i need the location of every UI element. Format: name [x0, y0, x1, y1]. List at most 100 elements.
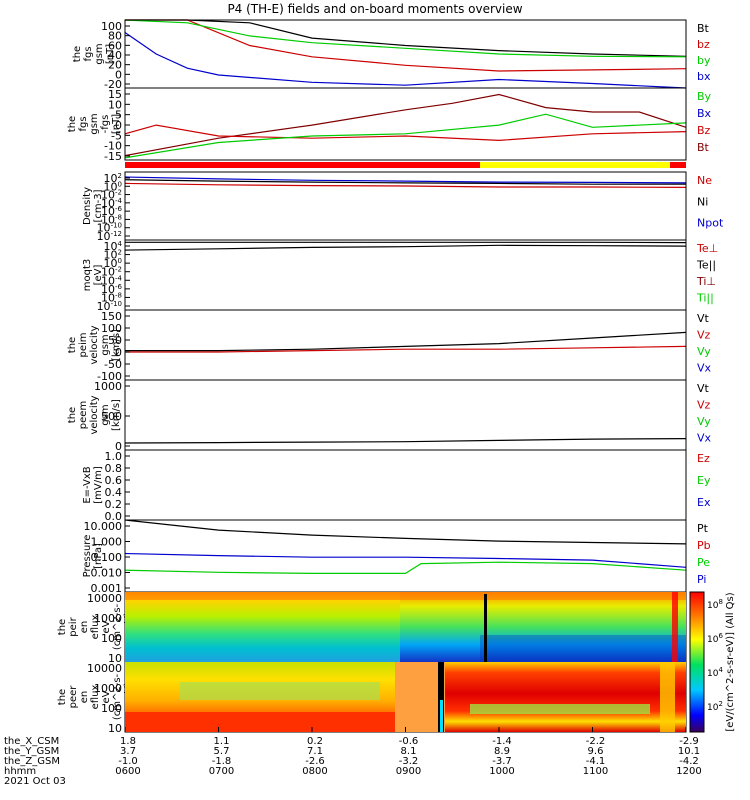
- legend-pe: Pe: [697, 556, 710, 569]
- legend-bx: Bx: [697, 107, 712, 120]
- x-tick-label: 9.6: [588, 746, 604, 757]
- panel-frame: [124, 87, 687, 161]
- y-axis-label: velocity: [89, 325, 100, 364]
- y-axis-label: [km/s]: [111, 399, 122, 431]
- panel-frame: [124, 309, 687, 381]
- y-axis-label: E=-VxB: [82, 466, 93, 503]
- ion-spectrogram: [125, 592, 686, 662]
- x-tick-label: 1000: [489, 766, 514, 777]
- x-tick-label: -1.8: [212, 756, 232, 767]
- y-axis-label: peem: [78, 401, 89, 429]
- y-axis-label: moqt3: [82, 259, 93, 292]
- legend-bx: bx: [697, 70, 711, 83]
- legend-vy: Vy: [697, 415, 711, 428]
- legend-vt: Vt: [697, 312, 710, 325]
- y-tick-label: 0.010: [91, 567, 123, 580]
- legend-vz: Vz: [697, 329, 711, 342]
- x-tick-label: 3.7: [120, 746, 136, 757]
- series-by-line: [124, 19, 687, 58]
- y-tick-label: 0.6: [105, 474, 123, 487]
- y-tick-label: 0.001: [91, 582, 123, 595]
- y-axis-label: the: [67, 337, 78, 353]
- series-bz-fgs-line: [124, 124, 687, 142]
- y-tick-label: 0.100: [91, 551, 123, 564]
- x-axis-row-label: the_Y_GSM: [4, 746, 59, 757]
- y-axis-label: Pressure: [82, 535, 93, 578]
- x-tick-label: 8.1: [401, 746, 417, 757]
- y-axis-label: eV: [101, 690, 112, 703]
- y-tick-label: 100: [101, 20, 122, 33]
- y-tick-label: 0.0: [105, 510, 123, 523]
- series-by-fgs-line: [124, 113, 687, 159]
- x-tick-label: -3.7: [492, 756, 512, 767]
- y-axis-label: the: [72, 46, 83, 62]
- series-pe-line: [124, 561, 687, 575]
- colorbar-tick: 108: [707, 598, 723, 611]
- y-tick-label: 1.000: [91, 536, 123, 549]
- colorbar-tick: 106: [707, 632, 723, 645]
- y-tick-label: 0.8: [105, 462, 123, 475]
- electron-spectrogram: [125, 662, 686, 732]
- y-tick-label: 60: [108, 39, 122, 52]
- y-tick-label: 10.000: [84, 520, 123, 533]
- y-tick-label: 50: [108, 334, 122, 347]
- legend-ti||: Ti||: [696, 292, 714, 305]
- y-tick-label: 0: [115, 119, 122, 132]
- y-tick-label: 102: [104, 172, 122, 185]
- y-tick-label: 10: [108, 722, 122, 735]
- panel-frame: [124, 519, 687, 593]
- y-axis-label: peer: [68, 685, 79, 709]
- legend-bz: bz: [697, 38, 710, 51]
- y-axis-label: gsm: [94, 43, 105, 64]
- x-tick-label: 1.8: [120, 736, 136, 747]
- legend-vx: Vx: [697, 362, 712, 375]
- x-tick-label: -4.2: [679, 756, 699, 767]
- y-axis-label: the: [57, 689, 68, 705]
- y-axis-label: [km/s]: [111, 329, 122, 361]
- x-tick-label: 0600: [115, 766, 140, 777]
- x-tick-label: -2.6: [305, 756, 325, 767]
- y-tick-label: 1000: [94, 612, 122, 625]
- y-axis-label: [nPa]: [93, 543, 104, 569]
- series-bt-fgs-line: [124, 93, 687, 157]
- y-tick-label: 100: [101, 702, 122, 715]
- y-tick-label: 0: [115, 68, 122, 81]
- legend-npot: Npot: [697, 217, 724, 230]
- series-vt-line: [124, 438, 687, 444]
- y-tick-label: 15: [108, 88, 122, 101]
- y-tick-label: -20: [104, 78, 122, 91]
- x-tick-label: -2.9: [679, 736, 699, 747]
- y-axis-label: velocity: [89, 395, 100, 434]
- legend-te⊥: Te⊥: [696, 242, 718, 255]
- y-axis-label: gsm: [100, 334, 111, 355]
- y-axis-label: [mV/m]: [93, 466, 104, 504]
- x-axis-row-label: the_Z_GSM: [4, 756, 60, 767]
- x-tick-label: 10.1: [678, 746, 700, 757]
- y-tick-label: 10000: [87, 592, 122, 605]
- y-tick-label: 500: [101, 410, 122, 423]
- y-axis-label: peim: [78, 332, 89, 357]
- x-tick-label: 8.9: [494, 746, 510, 757]
- legend-pb: Pb: [697, 539, 711, 552]
- legend-by: by: [697, 54, 711, 67]
- y-tick-label: 10000: [87, 662, 122, 675]
- colorbar-tick: 104: [707, 666, 723, 679]
- y-axis-label: eflux: [90, 685, 101, 710]
- legend-te||: Te||: [696, 259, 716, 272]
- y-tick-label: 0.2: [105, 498, 123, 511]
- x-axis-row-label: 2021 Oct 03: [4, 776, 66, 787]
- y-axis-label: peir: [68, 616, 79, 636]
- series-vt-line: [125, 331, 687, 352]
- x-tick-label: 1.1: [214, 736, 230, 747]
- series-ne-line: [124, 182, 687, 188]
- y-axis-label: en: [79, 691, 90, 704]
- y-axis-label: [eV]: [93, 265, 104, 286]
- y-tick-label: 150: [101, 310, 122, 323]
- x-tick-label: 0700: [209, 766, 234, 777]
- y-tick-label: 100: [104, 257, 122, 270]
- y-tick-label: 0: [115, 346, 122, 359]
- y-tick-label: 0.4: [105, 486, 123, 499]
